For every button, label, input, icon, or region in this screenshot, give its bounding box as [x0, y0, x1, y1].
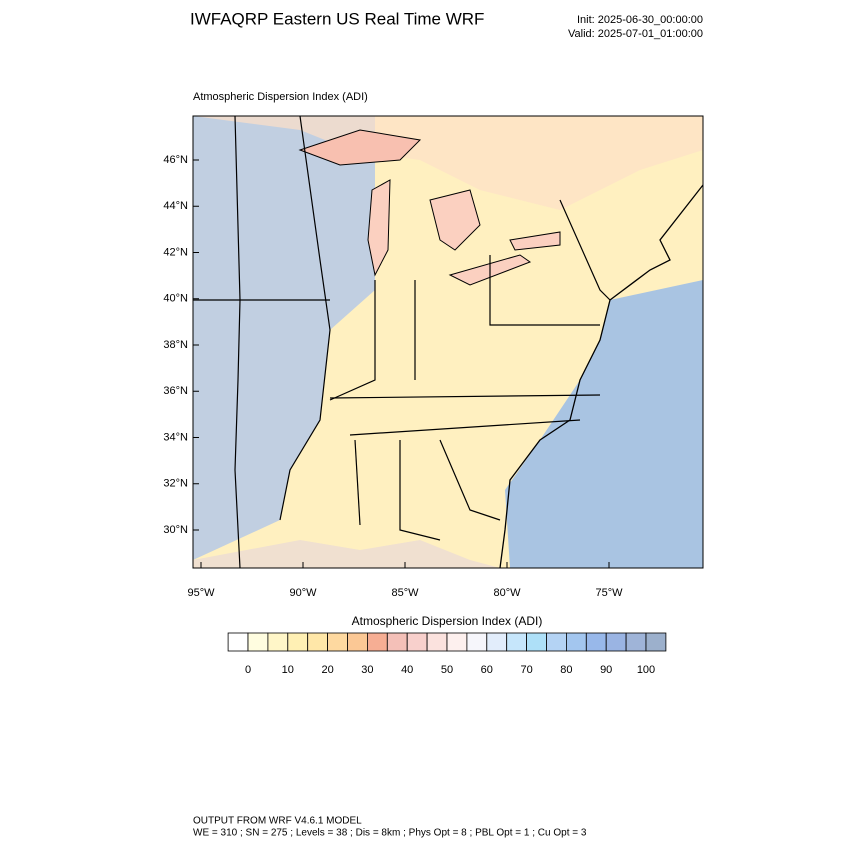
- canada: [193, 116, 703, 210]
- lon-label: 80°W: [493, 587, 521, 599]
- colorbar-box: [366, 632, 388, 652]
- lake-ontario: [509, 231, 561, 251]
- colorbar-box: [406, 632, 428, 652]
- coastline: [499, 184, 703, 568]
- colorbar-label: 40: [401, 664, 413, 676]
- colorbar-label: 50: [441, 664, 453, 676]
- colorbar-box: [446, 632, 468, 652]
- colorbar-label: 90: [600, 664, 612, 676]
- colorbar-box: [307, 632, 329, 652]
- ocean: [505, 280, 703, 568]
- colorbar-label: 100: [637, 664, 655, 676]
- colorbar-title: Atmospheric Dispersion Index (ADI): [352, 614, 543, 628]
- colorbar-box: [347, 632, 368, 652]
- colorbar-label: 30: [361, 664, 373, 676]
- valid-time: Valid: 2025-07-01_01:00:00: [568, 28, 703, 40]
- colorbar-box: [466, 632, 488, 652]
- colorbar-box: [247, 632, 269, 652]
- lon-label: 85°W: [391, 587, 419, 599]
- colorbar-label: 20: [321, 664, 333, 676]
- colorbar-label: 80: [560, 664, 572, 676]
- map: [192, 115, 704, 569]
- lat-label: 38°N: [163, 339, 188, 351]
- footer-line: OUTPUT FROM WRF V4.6.1 MODEL: [193, 816, 362, 827]
- colorbar-box: [426, 632, 448, 652]
- lat-label: 30°N: [163, 524, 188, 536]
- colorbar-box: [526, 632, 547, 652]
- colorbar-box: [486, 632, 508, 652]
- lon-label: 75°W: [595, 587, 623, 599]
- lake-huron: [429, 189, 481, 251]
- lat-label: 44°N: [163, 200, 188, 212]
- colorbar-box: [625, 632, 647, 652]
- footer-line: WE = 310 ; SN = 275 ; Levels = 38 ; Dis …: [193, 828, 587, 839]
- colorbar-box: [327, 632, 348, 652]
- colorbar-label: 70: [520, 664, 532, 676]
- lake-michigan: [367, 179, 391, 277]
- colorbar-box: [566, 632, 587, 652]
- colorbar-box: [267, 632, 289, 652]
- colorbar-box: [605, 632, 627, 652]
- map-frame: [192, 115, 704, 569]
- colorbar-label: 10: [282, 664, 294, 676]
- colorbar-label: 60: [481, 664, 493, 676]
- lat-label: 34°N: [163, 431, 188, 443]
- colorbar-label: 0: [245, 664, 251, 676]
- colorbar-box: [585, 632, 607, 652]
- lat-label: 42°N: [163, 246, 188, 258]
- colorbar-box: [287, 632, 309, 652]
- colorbar-box: [645, 632, 667, 652]
- colorbar-box: [506, 632, 528, 652]
- lat-label: 36°N: [163, 385, 188, 397]
- init-time: Init: 2025-06-30_00:00:00: [577, 14, 703, 26]
- lat-label: 46°N: [163, 154, 188, 166]
- lon-label: 95°W: [187, 587, 215, 599]
- state-borders: [193, 116, 611, 568]
- lake-superior: [298, 129, 422, 166]
- map-axes: 46°N 44°N 42°N 40°N 38°N 36°N 34°N 32°N 30°N 95°W…: [163, 154, 623, 599]
- colorbar: 0 10 20 30 40 50 60 70 80 90 100: [227, 632, 667, 676]
- colorbar-box: [227, 632, 249, 652]
- colorbar-box: [386, 632, 408, 652]
- colorbar-box: [546, 632, 567, 652]
- lat-label: 40°N: [163, 293, 188, 305]
- map-title: Atmospheric Dispersion Index (ADI): [193, 91, 368, 103]
- lon-label: 90°W: [289, 587, 317, 599]
- title: IWFAQRP Eastern US Real Time WRF: [190, 9, 484, 28]
- gulf: [193, 540, 500, 568]
- lat-label: 32°N: [163, 478, 188, 490]
